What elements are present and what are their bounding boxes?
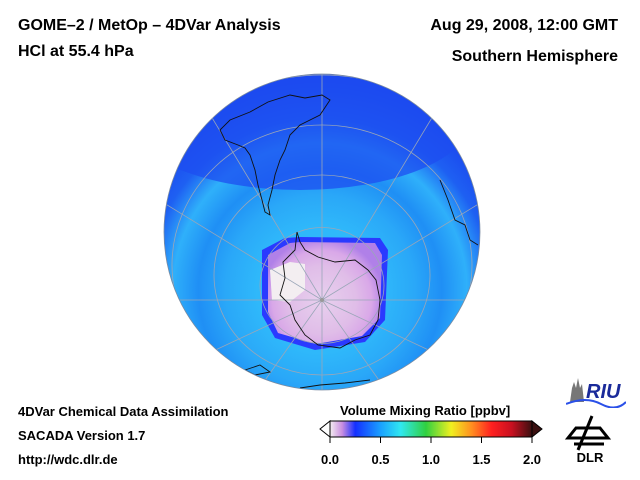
colorbar-low-arrow: [319, 420, 331, 439]
meridian-line: [321, 129, 480, 301]
colorbar: [319, 420, 543, 443]
colorbar-tick-label: 0.0: [320, 452, 340, 467]
footer-url[interactable]: http://wdc.dlr.de: [18, 452, 118, 467]
meridian-line: [164, 299, 323, 390]
dlr-logo: DLR: [564, 415, 612, 465]
colorbar-tick-label: 2.0: [522, 452, 542, 467]
riu-logo: RIU: [566, 378, 626, 408]
africa-coast: [439, 179, 479, 246]
riu-logo-text: RIU: [586, 381, 621, 403]
analysis-date: Aug 29, 2008, 12:00 GMT: [430, 17, 618, 34]
australia-coast: [299, 379, 371, 389]
dlr-emblem-icon: [564, 415, 612, 451]
cathedral-icon: [570, 378, 584, 402]
globe-outline: [163, 73, 481, 391]
dlr-logo-text: DLR: [577, 450, 604, 465]
hemisphere-label: Southern Hemisphere: [451, 48, 618, 65]
colorbar-tick-label: 1.5: [472, 452, 491, 467]
footer-assimilation: 4DVar Chemical Data Assimilation: [18, 404, 229, 419]
coastlines: [219, 94, 479, 389]
colorbar-tick-label: 1.0: [421, 452, 441, 467]
colorbar-tick-label: 0.5: [371, 452, 390, 467]
colorbar-ramp: [329, 420, 533, 438]
high-latitude-band: [164, 74, 470, 190]
map-subtitle: HCl at 55.4 hPa: [18, 43, 134, 60]
map-title: GOME–2 / MetOp – 4DVar Analysis: [18, 17, 281, 34]
colorbar-title: Volume Mixing Ratio [ppbv]: [340, 403, 511, 418]
meridian-line: [164, 129, 323, 301]
vortex-core-patch: [270, 262, 305, 302]
south-pole-marker: [320, 298, 324, 302]
footer-version: SACADA Version 1.7: [18, 428, 146, 443]
river-wave-icon: [566, 399, 626, 408]
antarctica-coast: [279, 231, 381, 349]
south-america-coast: [219, 94, 331, 216]
colorbar-high-arrow: [531, 420, 543, 439]
meridian-line: [321, 299, 480, 390]
